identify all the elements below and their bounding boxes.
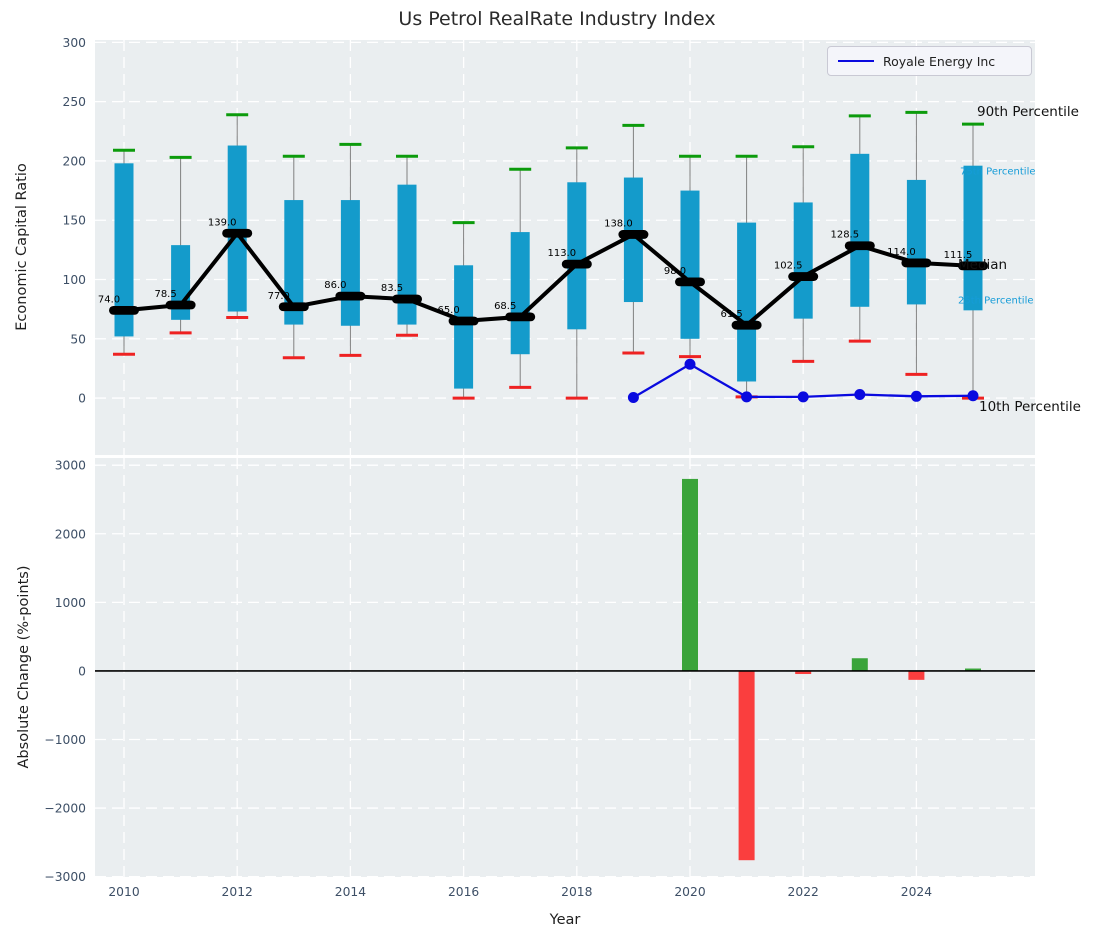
x-tick-label: 2022 [788,885,819,899]
median-marker-2013 [278,302,309,312]
iqr-box-2023 [850,153,870,307]
median-marker-2018 [561,259,592,269]
x-tick-label: 2014 [335,885,366,899]
iqr-box-2013 [284,200,304,325]
median-marker-2011 [165,300,196,310]
bottom-y-axis-label: Absolute Change (%-points) [16,565,32,769]
x-tick-label: 2018 [561,885,592,899]
median-marker-2014 [335,291,366,301]
x-tick-label: 2024 [901,885,932,899]
median-marker-2022 [788,272,819,281]
median-value-label: 68.5 [494,301,516,312]
iqr-box-2022 [793,202,813,319]
median-value-label: 102.5 [774,261,803,272]
median-value-label: 65.0 [437,305,459,316]
median-value-label: 61.5 [720,309,742,320]
median-value-label: 83.5 [381,283,403,294]
y-tick-label: 1000 [55,596,86,610]
change-bar-2021 [738,670,755,861]
y-tick-label: 3000 [55,459,86,473]
y-tick-label: 50 [70,332,86,346]
median-marker-2017 [505,312,536,322]
change-bar-2023 [851,658,868,671]
y-tick-label: 250 [63,95,86,109]
y-tick-label: 300 [63,36,86,50]
legend-label: Royale Energy Inc [883,53,996,69]
series-marker-2021 [741,391,753,403]
iqr-box-2024 [906,179,926,305]
change-bar-2025 [965,668,981,671]
series-marker-2020 [684,358,696,370]
median-value-label: 98.0 [664,266,686,277]
y-tick-label: 2000 [55,527,86,541]
median-value-label: 111.5 [944,250,973,261]
series-marker-2022 [797,391,809,403]
annotation-75th-percentile: 75th Percentile [960,166,1036,178]
median-value-label: 139.0 [208,217,237,228]
axes-background-0 [95,40,1035,455]
x-tick-label: 2020 [674,885,705,899]
y-tick-label: −1000 [44,733,86,747]
x-tick-label: 2016 [448,885,479,899]
median-marker-2025 [958,261,988,271]
median-marker-2010 [109,305,139,315]
iqr-box-2012 [227,145,247,312]
iqr-box-2018 [567,182,587,330]
median-value-label: 138.0 [604,218,633,229]
annotation-10th-percentile: 10th Percentile [979,399,1081,415]
median-marker-2019 [618,230,649,239]
iqr-box-2021 [737,222,757,382]
median-marker-2021 [731,320,762,330]
median-value-label: 74.0 [98,294,120,305]
axes-background-1 [95,458,1035,877]
y-tick-label: −2000 [44,802,86,816]
series-marker-2023 [854,389,866,401]
median-value-label: 77.0 [268,291,290,302]
iqr-box-2014 [340,200,360,326]
annotation-90th-percentile: 90th Percentile [977,104,1079,120]
change-bar-2020 [682,478,698,671]
median-value-label: 86.0 [324,280,346,291]
series-marker-2024 [910,390,922,402]
y-tick-label: 0 [78,664,86,678]
y-tick-label: 150 [63,214,86,228]
median-marker-2012 [222,228,253,238]
median-value-label: 113.0 [547,248,576,259]
iqr-box-2025 [963,165,983,311]
y-tick-label: −3000 [44,870,86,884]
legend-line-sample [838,60,874,62]
iqr-box-2016 [454,265,474,389]
series-marker-2019 [627,391,639,403]
change-bar-2024 [908,670,925,680]
iqr-box-2017 [510,232,530,355]
median-value-label: 78.5 [154,289,176,300]
change-bar-2022 [795,670,812,675]
iqr-box-2020 [680,190,700,339]
legend: Royale Energy Inc [827,46,1032,76]
median-marker-2023 [844,241,875,251]
median-line [123,230,974,328]
chart-title: Us Petrol RealRate Industry Index [398,8,716,30]
y-tick-label: 200 [63,154,86,168]
x-tick-label: 2012 [222,885,253,899]
median-marker-2016 [448,316,479,326]
median-value-label: 114.0 [887,247,916,258]
y-tick-label: 100 [63,273,86,287]
annotation-median: Median [958,257,1008,273]
median-marker-2020 [675,277,705,287]
y-tick-label: 0 [78,392,86,406]
median-value-label: 128.5 [830,230,859,241]
iqr-box-2019 [623,177,643,303]
iqr-box-2015 [397,184,417,325]
median-marker-2024 [901,258,932,268]
x-axis-label: Year [549,912,581,928]
top-y-axis-label: Economic Capital Ratio [14,163,30,331]
iqr-box-2010 [114,163,134,337]
median-marker-2015 [392,294,422,304]
annotation-25th-percentile: 25th Percentile [958,295,1034,307]
series-marker-2025 [967,390,979,402]
x-tick-label: 2010 [108,885,139,899]
